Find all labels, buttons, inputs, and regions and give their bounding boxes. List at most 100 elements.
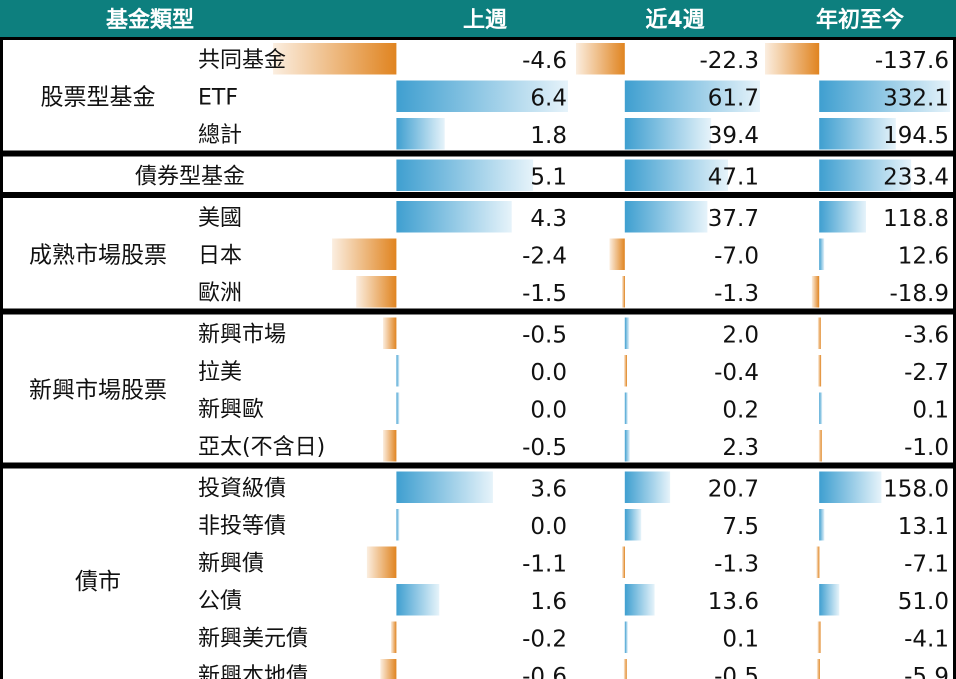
bar-2	[819, 392, 823, 424]
row-label: 非投等債	[198, 514, 286, 539]
value-label-0: -0.5	[522, 322, 567, 348]
header-column-2: 年初至今	[816, 7, 904, 33]
bar-1	[623, 659, 627, 679]
bar-1	[622, 276, 625, 308]
bar-0	[383, 317, 397, 349]
value-label-1: -0.4	[714, 360, 759, 386]
bar-1	[624, 201, 708, 233]
bar-0	[396, 118, 445, 150]
value-label-0: -4.6	[522, 48, 567, 74]
header-column-0: 上週	[463, 8, 507, 33]
bar-2	[819, 471, 882, 503]
bar-2	[819, 584, 840, 616]
value-label-0: -1.1	[522, 551, 567, 577]
value-label-2: -2.7	[904, 360, 949, 386]
value-label-1: 2.0	[722, 322, 759, 348]
bar-2	[817, 317, 821, 349]
value-label-2: 12.6	[898, 243, 949, 269]
value-label-0: 5.1	[530, 164, 567, 190]
bar-2	[818, 430, 822, 462]
bar-1	[624, 584, 655, 616]
row-label: 新興美元債	[198, 626, 308, 651]
group-border	[0, 37, 956, 154]
value-label-1: 37.7	[708, 206, 759, 232]
row-label: ETF	[198, 85, 238, 110]
value-label-2: 194.5	[883, 123, 949, 149]
bar-2	[819, 118, 896, 150]
value-label-0: -2.4	[522, 243, 567, 269]
group-border	[0, 311, 956, 466]
bar-0	[396, 355, 400, 387]
group-border	[0, 465, 956, 679]
bar-0	[396, 159, 534, 191]
bar-0	[396, 80, 568, 112]
value-label-0: -0.6	[522, 664, 567, 679]
row-label: 日本	[198, 243, 242, 268]
value-label-1: -1.3	[714, 281, 759, 307]
row-label: 總計	[198, 123, 242, 148]
value-label-2: -1.0	[904, 435, 949, 461]
value-label-2: -137.6	[875, 48, 949, 74]
value-label-1: 0.1	[722, 626, 759, 652]
bar-2	[819, 201, 866, 233]
value-label-0: 1.6	[530, 589, 567, 615]
bar-1	[624, 159, 728, 191]
value-label-1: 61.7	[708, 85, 759, 111]
value-label-1: 2.3	[722, 435, 759, 461]
header-column-1: 近4週	[645, 7, 704, 33]
value-label-1: -0.5	[714, 664, 759, 679]
value-label-0: 6.4	[530, 85, 567, 111]
group-label: 新興市場股票	[29, 378, 167, 404]
value-label-2: -4.1	[904, 626, 949, 652]
value-label-2: 233.4	[883, 164, 949, 190]
value-label-0: 3.6	[530, 476, 567, 502]
group-border	[0, 195, 956, 312]
bar-0	[396, 584, 440, 616]
row-label: 公債	[198, 589, 242, 614]
bar-1	[576, 43, 625, 75]
group-label: 成熟市場股票	[29, 242, 167, 268]
bar-0	[396, 509, 400, 541]
value-label-1: -7.0	[714, 243, 759, 269]
group-label: 債市	[75, 569, 121, 595]
value-label-2: 332.1	[883, 85, 949, 111]
bar-2	[819, 509, 825, 541]
value-label-2: 0.1	[912, 397, 949, 423]
value-label-0: 0.0	[530, 514, 567, 540]
value-label-0: 0.0	[530, 360, 567, 386]
value-label-0: -1.5	[522, 281, 567, 307]
bar-1	[624, 621, 628, 653]
bar-2	[819, 159, 912, 191]
row-label: 共同基金	[198, 48, 286, 73]
bar-0	[380, 659, 397, 679]
bar-0	[332, 238, 397, 270]
bar-1	[609, 238, 625, 270]
bar-0	[273, 43, 397, 75]
bar-1	[624, 355, 627, 387]
bar-1	[624, 80, 760, 112]
header-band	[0, 0, 956, 38]
bar-2	[816, 546, 820, 578]
value-label-0: -0.2	[522, 626, 567, 652]
bar-2	[765, 43, 820, 75]
row-label: 歐洲	[198, 281, 242, 306]
value-label-1: 0.2	[722, 397, 759, 423]
value-label-2: 118.8	[883, 206, 949, 232]
row-label: 新興市場	[198, 322, 286, 347]
value-label-2: -7.1	[904, 551, 949, 577]
bar-2	[811, 276, 820, 308]
bar-2	[819, 238, 825, 270]
row-label: 美國	[198, 206, 242, 231]
bar-0	[396, 471, 493, 503]
value-label-2: -18.9	[889, 281, 949, 307]
value-label-2: 51.0	[898, 589, 949, 615]
bar-1	[624, 509, 642, 541]
bar-0	[396, 392, 400, 424]
bar-2	[818, 355, 822, 387]
bar-0	[366, 546, 397, 578]
value-label-1: 39.4	[708, 123, 759, 149]
row-label: 新興債	[198, 551, 264, 576]
header-title: 基金類型	[106, 7, 194, 33]
bar-2	[817, 621, 821, 653]
